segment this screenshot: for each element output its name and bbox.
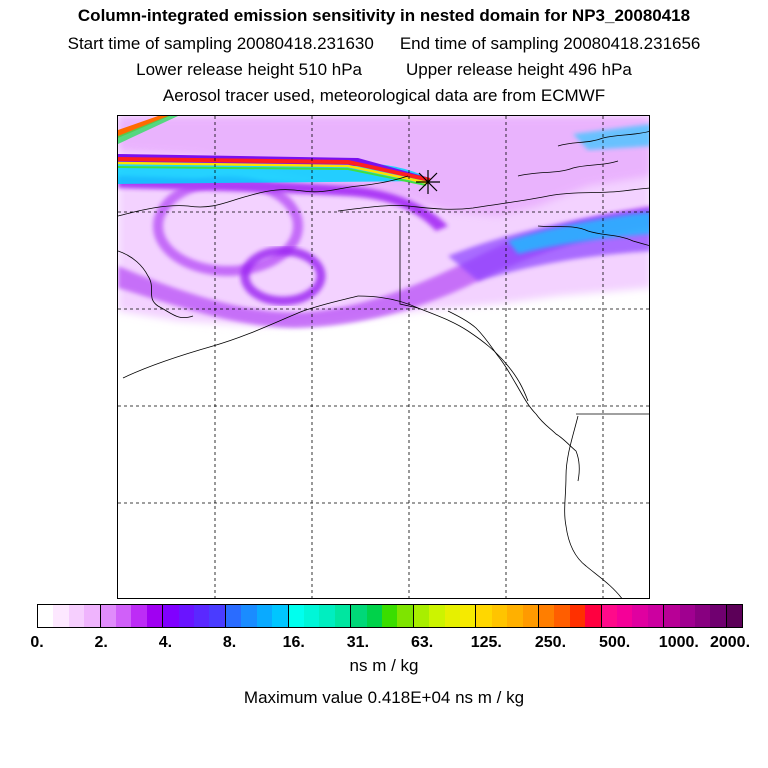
color-scale-units: ns m / kg	[349, 656, 419, 675]
alaska-coast	[118, 175, 409, 217]
color-scale-cell	[617, 605, 633, 627]
color-scale-cell	[601, 605, 618, 627]
color-scale-cell	[256, 605, 273, 627]
color-scale-cell	[351, 605, 367, 627]
color-scale-cell	[225, 605, 242, 627]
color-scale-cell	[507, 605, 523, 627]
color-scale-cell	[38, 605, 54, 627]
footprint-upper-band	[118, 176, 448, 231]
emission-footprint	[118, 116, 649, 328]
color-scale-cell	[116, 605, 132, 627]
color-scale-tick-labels: 0. 2. 4. 8. 16. 31. 63. 125. 250. 500. 1000. 2000.	[0, 634, 768, 654]
tracer-subtitle: Aerosol tracer used, meteorological data…	[162, 86, 606, 105]
sensitivity-map	[117, 115, 650, 599]
color-scale-cell	[632, 605, 648, 627]
sampling-times: Start time of sampling 20080418.231630 En…	[0, 34, 768, 54]
color-scale-cell	[726, 605, 743, 627]
color-scale-cell	[554, 605, 570, 627]
color-scale-tick-label: 0.	[30, 634, 44, 651]
color-scale-tick-label: 8.	[222, 634, 237, 651]
color-scale-cell	[84, 605, 101, 627]
receptor-asterisk-marker	[416, 170, 440, 194]
canadian-islands	[517, 131, 649, 177]
color-scale-cell	[381, 605, 398, 627]
color-scale-cell	[491, 605, 508, 627]
color-scale-cell	[303, 605, 320, 627]
color-scale-cell	[131, 605, 147, 627]
lat-lon-grid	[118, 116, 649, 598]
maximum-value-label: Maximum value 0.418E+04 ns m / kg	[243, 688, 525, 707]
aleutian-peninsula	[122, 295, 359, 379]
corner-rainbow-streak-2	[118, 116, 178, 144]
pacific-northwest-coast	[564, 415, 622, 598]
footprint-east-core	[508, 212, 649, 254]
footprint-northeast-cyan	[573, 124, 649, 150]
gulf-of-alaska-coast	[357, 295, 529, 402]
upper-release-height: Upper release height 496 hPa	[406, 60, 632, 79]
color-scale-cell	[444, 605, 460, 627]
color-scale-cell	[272, 605, 289, 627]
alaska-panhandle-coast	[447, 310, 537, 415]
color-scale-cell	[647, 605, 665, 627]
color-scale-tick-label: 16.	[282, 634, 305, 651]
color-scale-cell	[429, 605, 445, 627]
trajectory-streak-green	[118, 166, 427, 186]
color-scale-tick-label: 125.	[470, 634, 502, 651]
color-scale-cell	[241, 605, 257, 627]
color-scale-tick-label: 2000.	[709, 634, 751, 651]
color-scale-cell	[194, 605, 210, 627]
color-scale-cell	[100, 605, 117, 627]
color-scale-cell	[209, 605, 226, 627]
color-scale-cell	[146, 605, 164, 627]
color-scale-cell	[53, 605, 69, 627]
trajectory-streak-red	[118, 157, 431, 182]
color-scale-tick-label: 63.	[410, 634, 434, 651]
map-canvas	[118, 116, 649, 598]
color-scale-cell	[569, 605, 586, 627]
footprint-loop-center	[240, 246, 326, 306]
lower-release-height: Lower release height 510 hPa	[136, 60, 362, 79]
color-scale-tick-label: 31.	[346, 634, 370, 651]
color-scale-cell	[163, 605, 179, 627]
color-scale-tick-label: 250.	[534, 634, 567, 651]
color-scale-cell	[522, 605, 539, 627]
map-title: Column-integrated emission sensitivity i…	[77, 6, 691, 25]
color-scale-cell	[319, 605, 335, 627]
color-scale-cell	[585, 605, 602, 627]
trajectory-streak-yellow	[118, 161, 429, 185]
color-scale-tick-label: 500.	[599, 634, 631, 651]
color-scale-cell	[459, 605, 477, 627]
color-scale-cell	[288, 605, 304, 627]
color-scale-cell	[710, 605, 727, 627]
color-scale-cell	[366, 605, 382, 627]
start-sampling-time: Start time of sampling 20080418.231630	[67, 34, 374, 53]
color-scale-cell	[178, 605, 195, 627]
color-scale-tick-label: 2.	[94, 634, 108, 651]
color-scale-cell	[664, 605, 680, 627]
color-scale-cell	[413, 605, 430, 627]
color-scale-bar	[37, 604, 743, 628]
british-columbia-coast	[535, 413, 580, 482]
color-scale-cell	[539, 605, 555, 627]
hudson-region	[537, 225, 649, 246]
color-scale-tick-label: 4.	[158, 634, 173, 651]
color-scale-cell	[679, 605, 696, 627]
color-scale-tick-label: 1000.	[658, 634, 699, 651]
color-scale-cell	[397, 605, 414, 627]
end-sampling-time: End time of sampling 20080418.231656	[399, 34, 701, 53]
color-scale-cell	[476, 605, 492, 627]
alaska-west-coast	[118, 250, 194, 319]
borders	[399, 216, 649, 415]
release-heights: Lower release height 510 hPa Upper releas…	[0, 60, 768, 80]
color-scale-cell	[334, 605, 352, 627]
color-scale-cell	[68, 605, 85, 627]
color-scale-cell	[695, 605, 711, 627]
coastlines	[118, 131, 649, 598]
alaska-canada-border	[399, 216, 419, 309]
